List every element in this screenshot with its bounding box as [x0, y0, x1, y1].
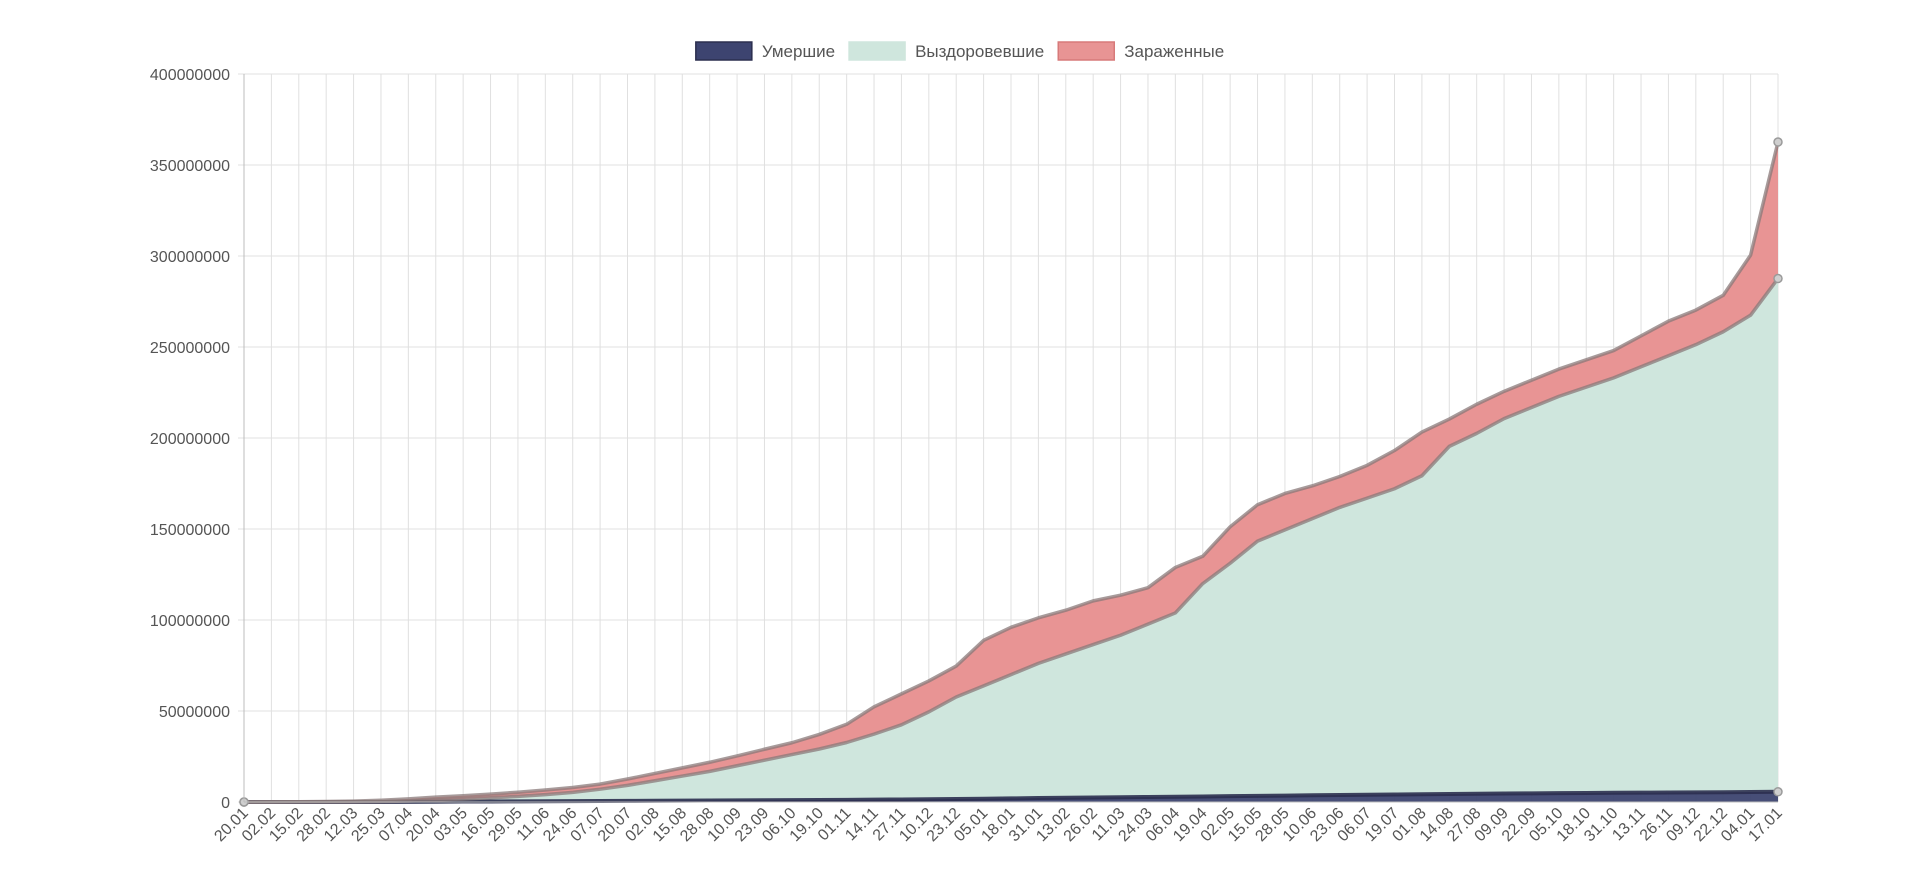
y-tick-label: 0 [221, 795, 230, 812]
line-series-3 [243, 141, 1780, 804]
area-series-2 [244, 278, 1778, 802]
y-tick-label: 350000000 [150, 158, 230, 175]
area-series-1 [244, 791, 1778, 802]
y-tick-label: 200000000 [150, 431, 230, 448]
y-tick-label: 400000000 [150, 67, 230, 84]
area-series-3 [244, 142, 1778, 802]
y-tick-label: 300000000 [150, 249, 230, 266]
legend-swatch [1057, 41, 1115, 61]
data-point [1773, 787, 1783, 797]
chart-axes [243, 74, 1778, 803]
legend-label[interactable]: Умершие [762, 42, 835, 61]
legend-label[interactable]: Выздоровевшие [915, 42, 1044, 61]
legend-swatch [695, 41, 753, 61]
y-tick-label: 100000000 [150, 613, 230, 630]
legend: Умершие Выздоровевшие Зараженные [695, 41, 1224, 61]
legend-swatch [848, 41, 906, 61]
x-axis-tick-labels: 20.0102.0215.0228.0212.0325.0307.0420.04… [211, 805, 1785, 845]
data-point [1773, 137, 1783, 147]
y-tick-label: 250000000 [150, 340, 230, 357]
legend-label[interactable]: Зараженные [1124, 42, 1224, 61]
line-series-1 [244, 789, 1779, 804]
y-tick-label: 50000000 [159, 704, 230, 721]
chart-areas [239, 137, 1783, 807]
y-tick-label: 150000000 [150, 522, 230, 539]
data-point [1773, 273, 1783, 284]
y-axis-tick-labels: 0 50000000 100000000 150000000 200000000 2500… [150, 67, 230, 812]
line-series-2 [243, 277, 1780, 804]
